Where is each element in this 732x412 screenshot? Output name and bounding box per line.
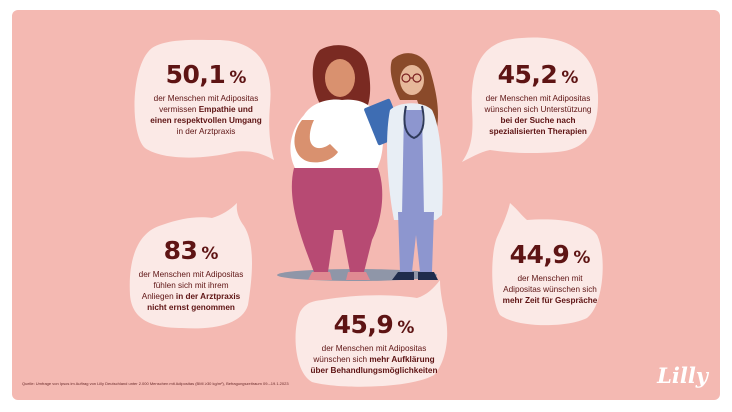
stat-unterstuetzung: 45,2% der Menschen mit Adipositas wünsch… <box>482 62 594 137</box>
bubble-unterstuetzung <box>462 37 599 162</box>
patient-arm <box>294 120 338 163</box>
stethoscope <box>403 105 425 140</box>
infographic-canvas: 50,1% der Menschen mit Adipositas vermis… <box>12 10 720 400</box>
stat-zeit: 44,9% der Menschen mit Adipositas wünsch… <box>502 242 598 306</box>
doctor-face <box>400 65 424 95</box>
stat-description: der Menschen mit Adipositas vermissen Em… <box>150 94 262 137</box>
lilly-logo: Lilly <box>657 363 708 388</box>
patient-shoe-right <box>346 272 370 280</box>
patient-doctor-illustration <box>290 45 443 280</box>
doctor-glasses <box>401 73 422 83</box>
stat-value: 44,9% <box>509 240 591 269</box>
patient-shoe-left <box>308 272 332 280</box>
doctor-pants <box>398 212 434 272</box>
stat-description: der Menschen mit Adipositas wünschen sic… <box>484 94 592 137</box>
bubble-empathie <box>134 39 274 161</box>
patient-face <box>325 59 355 97</box>
stat-description: der Menschen mit Adipositas wünschen sic… <box>502 274 598 306</box>
stat-description: der Menschen mit Adipositas wünschen sic… <box>310 344 438 376</box>
bubble-ernst <box>129 203 252 329</box>
bubble-zeit <box>492 203 603 326</box>
stat-description: der Menschen mit Adipositas fühlen sich … <box>138 270 244 313</box>
speech-bubbles <box>129 37 603 387</box>
stat-empathie: 50,1% der Menschen mit Adipositas vermis… <box>150 62 262 137</box>
stat-value: 50,1% <box>165 60 247 89</box>
stat-aufklaerung: 45,9% der Menschen mit Adipositas wünsch… <box>304 312 444 376</box>
doctor-shoe-right <box>418 272 438 280</box>
stat-value: 45,2% <box>497 60 579 89</box>
source-footnote: Quelle: Umfrage von Ipsos im Auftrag von… <box>22 381 289 386</box>
doctor-shoe-left <box>392 272 414 280</box>
patient-trousers <box>291 168 383 272</box>
bubble-aufklaerung <box>295 280 448 387</box>
stat-ernst: 83% der Menschen mit Adipositas fühlen s… <box>138 238 244 313</box>
stat-value: 45,9% <box>333 310 415 339</box>
stat-value: 83% <box>163 236 219 265</box>
